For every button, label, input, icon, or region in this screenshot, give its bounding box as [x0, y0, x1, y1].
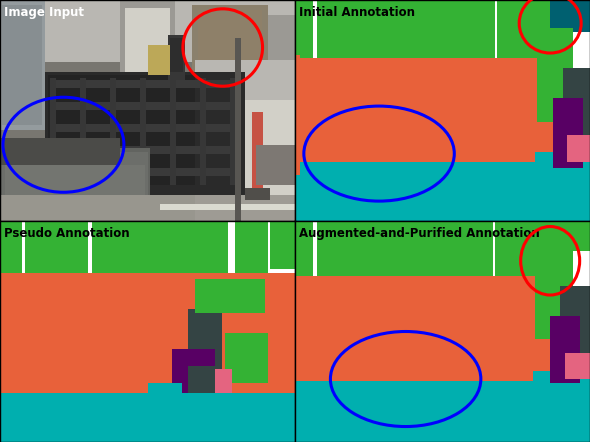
Text: Initial Annotation: Initial Annotation	[299, 5, 415, 19]
Text: Image Input: Image Input	[5, 5, 84, 19]
Text: Augmented-and-Purified Annotation: Augmented-and-Purified Annotation	[299, 226, 540, 240]
Text: Pseudo Annotation: Pseudo Annotation	[5, 226, 130, 240]
